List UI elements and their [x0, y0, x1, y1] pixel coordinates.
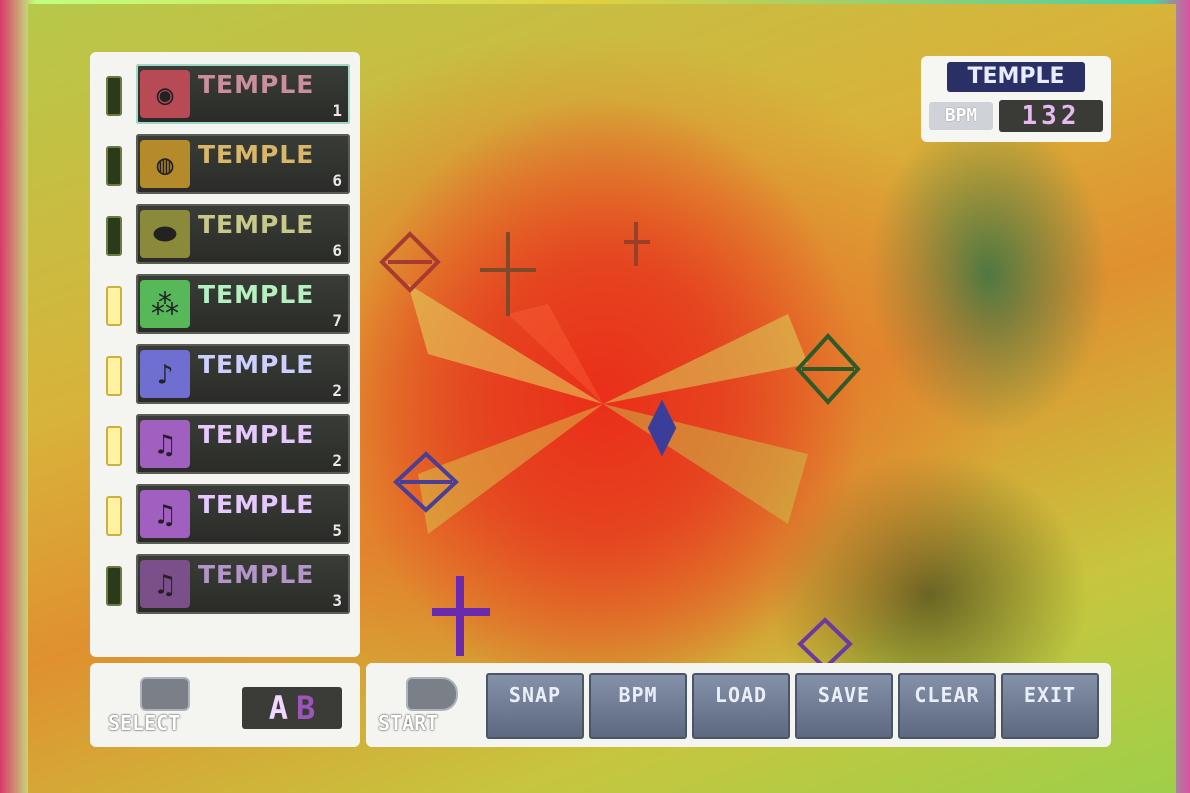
- track-led: [106, 146, 122, 186]
- track-number: 2: [332, 451, 342, 470]
- track-row-8[interactable]: ♫ TEMPLE 3: [102, 552, 352, 616]
- song-info-box: TEMPLE BPM 132: [921, 56, 1111, 142]
- load-button[interactable]: LOAD: [692, 673, 790, 739]
- track-led: [106, 286, 122, 326]
- track-number: 5: [332, 521, 342, 540]
- track-name: TEMPLE: [198, 210, 315, 239]
- cross-marker-brown: [480, 232, 536, 316]
- bpm-button[interactable]: BPM: [589, 673, 687, 739]
- select-label: SELECT: [108, 711, 181, 735]
- track-row-2[interactable]: ◍ TEMPLE 6: [102, 132, 352, 196]
- track-number: 6: [332, 241, 342, 260]
- snap-button[interactable]: SNAP: [486, 673, 584, 739]
- music-note-icon: ♫: [140, 420, 190, 468]
- track-row-4[interactable]: ⁂ TEMPLE 7: [102, 272, 352, 336]
- track-led: [106, 426, 122, 466]
- select-panel: SELECT A B: [90, 663, 360, 747]
- track-number: 7: [332, 311, 342, 330]
- track-led: [106, 216, 122, 256]
- track-name: TEMPLE: [198, 350, 315, 379]
- music-note-icon: ♫: [140, 490, 190, 538]
- cross-marker-small: [624, 222, 650, 266]
- start-button-icon[interactable]: [406, 677, 458, 711]
- track-card[interactable]: ⬬ TEMPLE 6: [136, 204, 350, 264]
- ab-b-label: B: [296, 689, 316, 727]
- light-rays: [408, 284, 808, 534]
- track-led: [106, 496, 122, 536]
- arrow-markers: [379, 222, 861, 671]
- track-card[interactable]: ♫ TEMPLE 2: [136, 414, 350, 474]
- track-card[interactable]: ♫ TEMPLE 5: [136, 484, 350, 544]
- select-button-icon[interactable]: [140, 677, 190, 711]
- track-name: TEMPLE: [198, 490, 315, 519]
- track-name: TEMPLE: [198, 70, 315, 99]
- track-card[interactable]: ◉ TEMPLE 1: [136, 64, 350, 124]
- track-row-1[interactable]: ◉ TEMPLE 1: [102, 62, 352, 126]
- track-row-6[interactable]: ♫ TEMPLE 2: [102, 412, 352, 476]
- track-name: TEMPLE: [198, 140, 315, 169]
- track-number: 1: [332, 101, 342, 120]
- track-row-3[interactable]: ⬬ TEMPLE 6: [102, 202, 352, 266]
- track-name: TEMPLE: [198, 560, 315, 589]
- music-note-icon: ♫: [140, 560, 190, 608]
- cymbal-icon: ⬬: [140, 210, 190, 258]
- drum-icon: ◍: [140, 140, 190, 188]
- track-name: TEMPLE: [198, 420, 315, 449]
- bpm-label: BPM: [929, 102, 993, 130]
- save-button[interactable]: SAVE: [795, 673, 893, 739]
- exit-button[interactable]: EXIT: [1001, 673, 1099, 739]
- track-row-5[interactable]: ♪ TEMPLE 2: [102, 342, 352, 406]
- diamond-marker-green: [795, 333, 861, 405]
- track-led: [106, 76, 122, 116]
- track-number: 3: [332, 591, 342, 610]
- guitar-icon: ♪: [140, 350, 190, 398]
- visualizer: [379, 222, 861, 671]
- game-screen: ◉ TEMPLE 1 ◍ TEMPLE 6 ⬬ TEMPLE 6 ⁂: [28, 4, 1176, 793]
- track-number: 2: [332, 381, 342, 400]
- track-card[interactable]: ⁂ TEMPLE 7: [136, 274, 350, 334]
- cross-marker-purple: [432, 576, 490, 656]
- track-led: [106, 566, 122, 606]
- bubbles-icon: ⁂: [140, 280, 190, 328]
- speaker-icon: ◉: [140, 70, 190, 118]
- song-title: TEMPLE: [947, 62, 1085, 92]
- diamond-marker-purple: [393, 451, 459, 513]
- track-name: TEMPLE: [198, 280, 315, 309]
- track-card[interactable]: ◍ TEMPLE 6: [136, 134, 350, 194]
- clear-button[interactable]: CLEAR: [898, 673, 996, 739]
- track-card[interactable]: ♪ TEMPLE 2: [136, 344, 350, 404]
- diamond-marker-blue-small: [647, 399, 677, 457]
- track-number: 6: [332, 171, 342, 190]
- track-card[interactable]: ♫ TEMPLE 3: [136, 554, 350, 614]
- ab-indicator[interactable]: A B: [242, 687, 342, 729]
- track-row-7[interactable]: ♫ TEMPLE 5: [102, 482, 352, 546]
- track-list-panel: ◉ TEMPLE 1 ◍ TEMPLE 6 ⬬ TEMPLE 6 ⁂: [90, 52, 360, 657]
- command-panel: START SNAP BPM LOAD SAVE CLEAR EXIT: [366, 663, 1111, 747]
- diamond-marker-purple-bottom: [797, 617, 853, 671]
- track-led: [106, 356, 122, 396]
- diamond-marker-red: [379, 231, 441, 293]
- bpm-value: 132: [999, 100, 1103, 132]
- start-label: START: [378, 711, 439, 735]
- ab-a-label: A: [268, 689, 288, 727]
